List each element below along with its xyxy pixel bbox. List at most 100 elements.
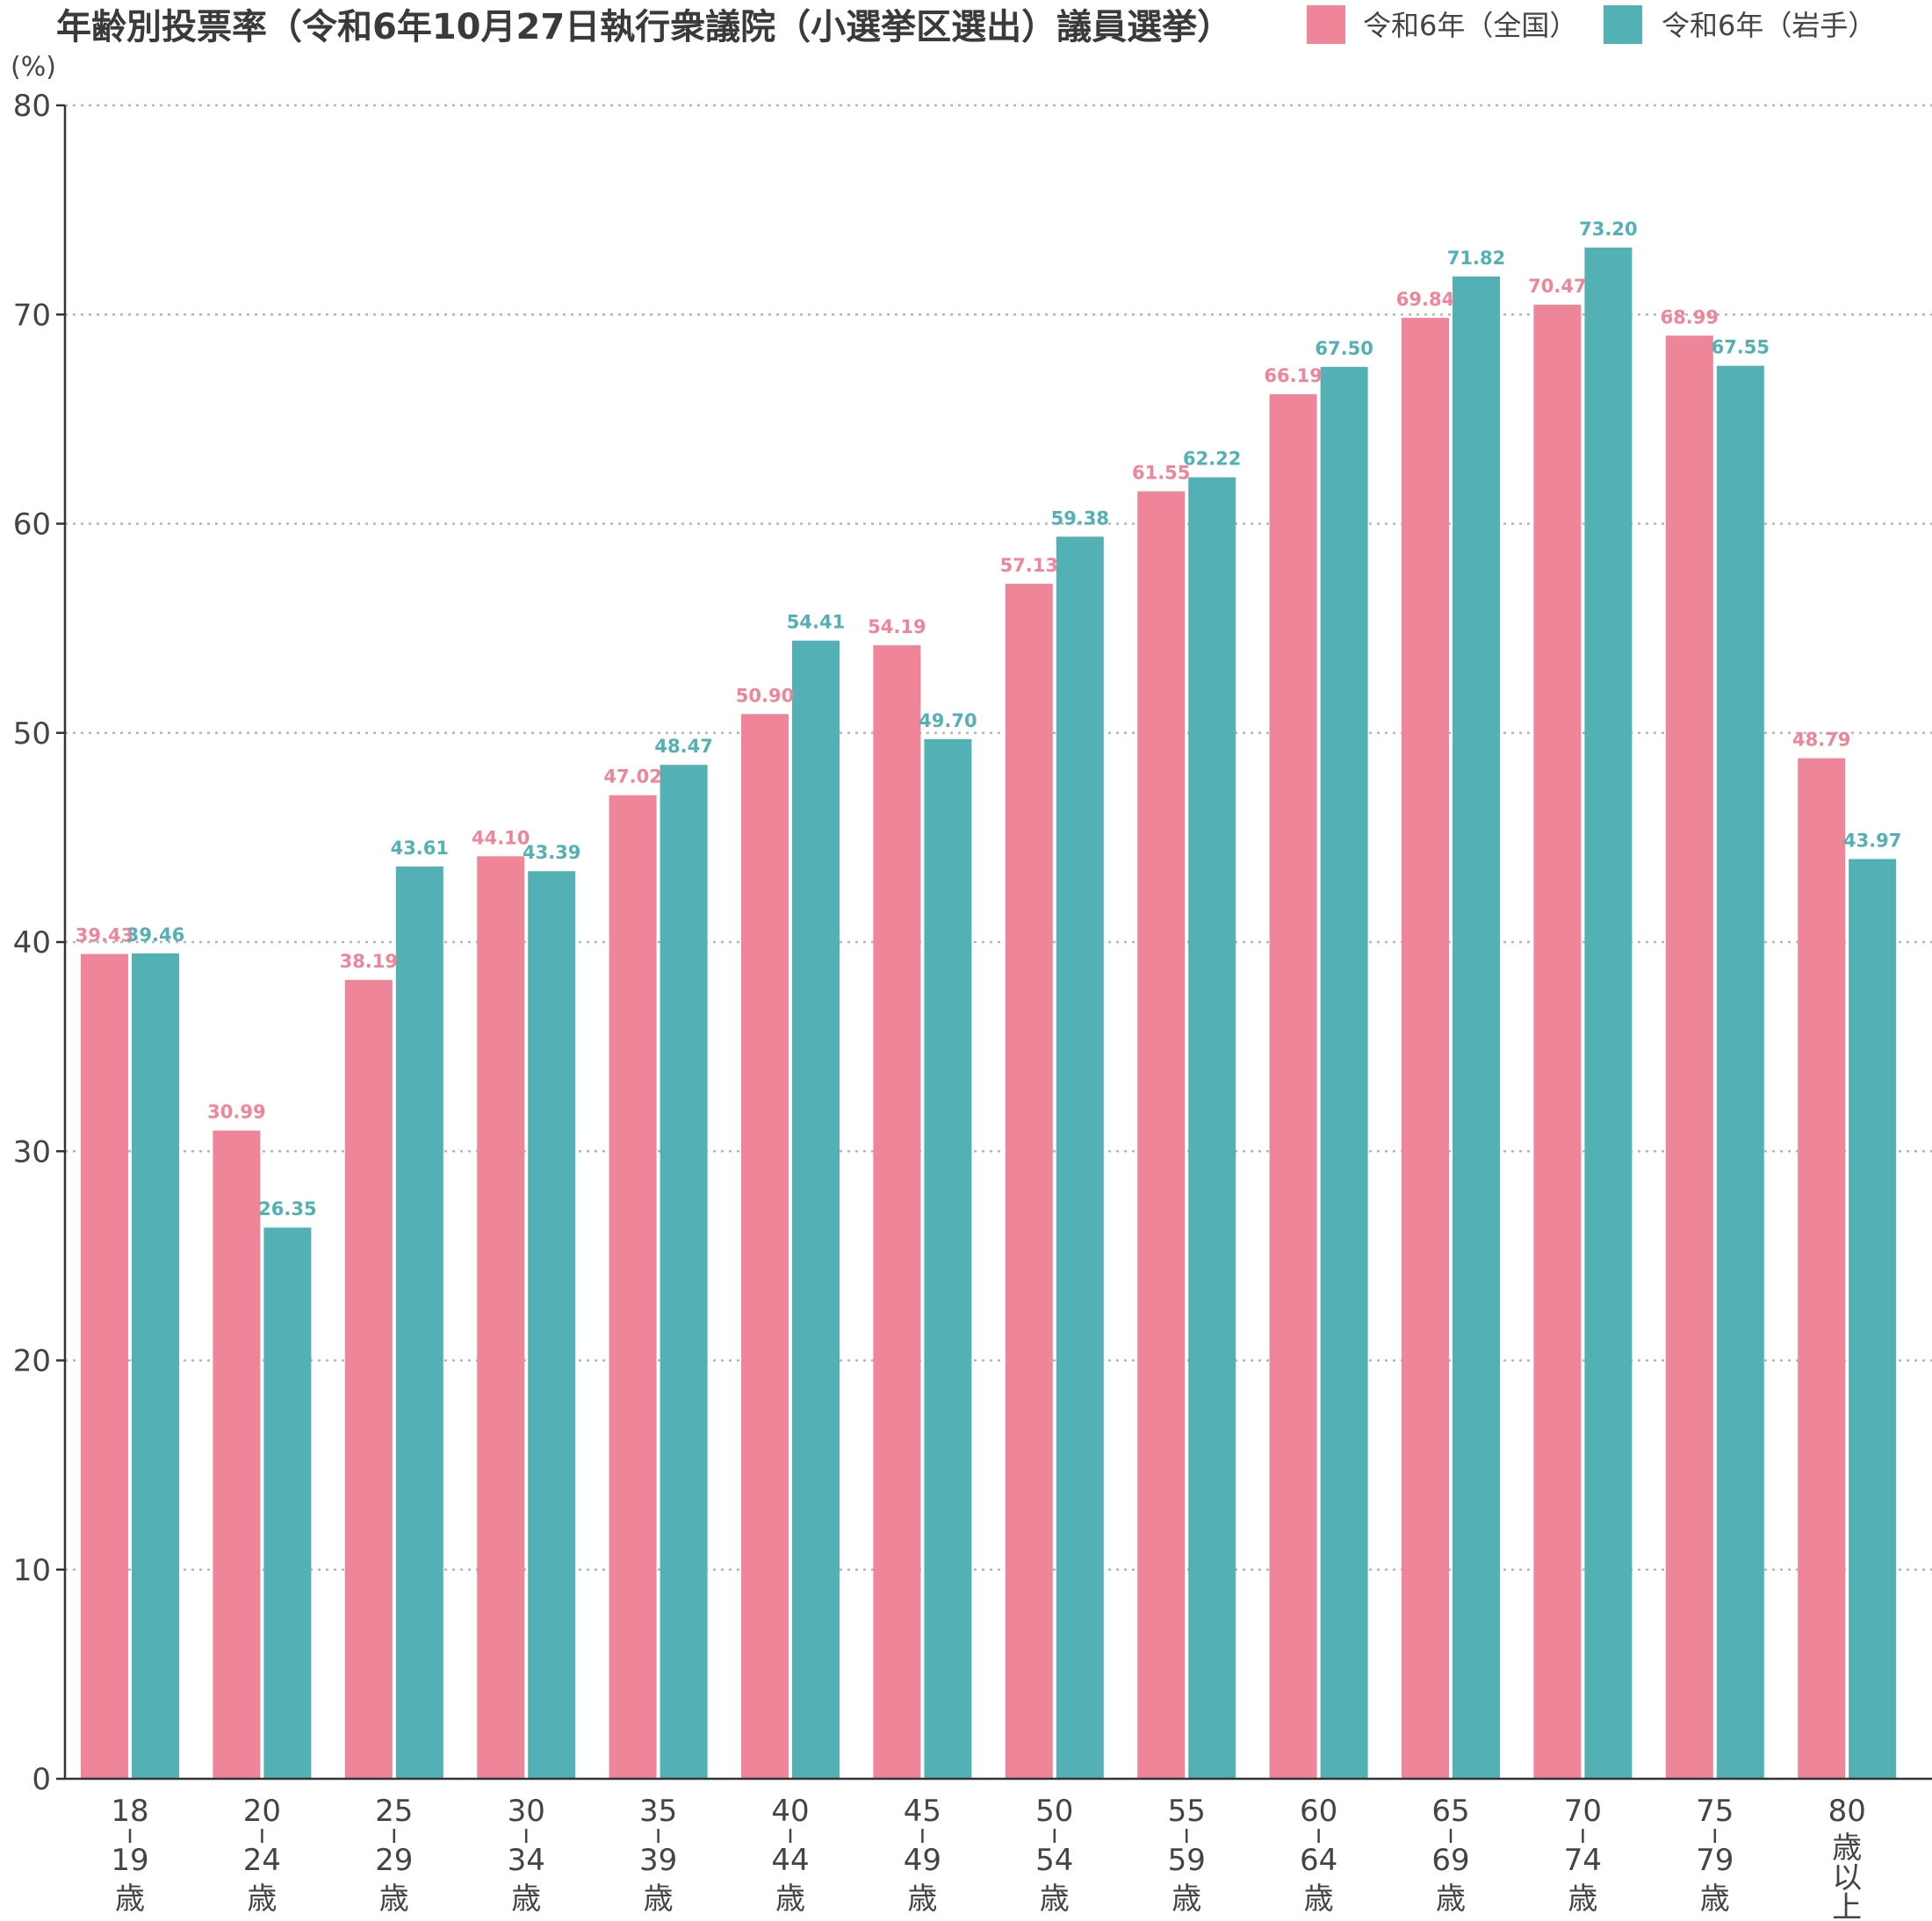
data-label: 68.99 [1661,306,1719,327]
data-label: 47.02 [603,766,661,788]
data-label: 43.97 [1843,830,1901,851]
bar [1188,477,1236,1779]
x-category-label: 35 [639,1794,677,1829]
x-category-label: 55 [1168,1794,1206,1829]
x-category-label: 上 [1832,1890,1862,1921]
bar [263,1227,312,1779]
x-category-label: 79 [1696,1843,1734,1878]
x-category-label: 44 [771,1843,809,1878]
x-category-label: 歳 [1171,1881,1201,1917]
data-label: 48.47 [654,736,712,757]
bar [924,738,972,1780]
x-category-label: 69 [1431,1843,1469,1878]
y-tick-label: 70 [13,298,51,333]
x-category-label: 歳 [644,1881,674,1917]
x-category-labels: 1819歳2024歳2529歳3034歳3539歳4044歳4549歳5054歳… [111,1794,1865,1921]
bar [528,871,576,1779]
x-category-label: 50 [1035,1794,1073,1829]
bar [1320,366,1368,1779]
x-category-label: 19 [111,1843,148,1878]
x-category-label: 65 [1431,1794,1469,1829]
y-tick-label: 0 [32,1762,51,1797]
data-label: 48.79 [1792,730,1850,751]
bar [1453,276,1500,1780]
x-category-label: 歳 [511,1881,541,1917]
bar [1005,583,1053,1780]
x-category-label: 歳 [1700,1881,1730,1917]
data-label: 66.19 [1264,365,1322,386]
x-category-label: 歳 [1304,1881,1334,1917]
y-tick-label: 40 [13,925,51,960]
bar [1849,859,1897,1779]
y-tick-label: 30 [13,1134,51,1169]
bar [1533,305,1582,1779]
data-label: 49.70 [919,710,977,731]
bar [1137,491,1186,1779]
data-label: 59.38 [1051,507,1109,529]
data-label: 69.84 [1396,289,1454,310]
grid-lines [65,104,1932,1571]
data-label: 39.46 [126,925,184,946]
x-category-label: 29 [375,1843,413,1878]
bar [1665,335,1713,1780]
legend-label-national: 令和6年（全国） [1363,9,1577,42]
x-category-label: 20 [243,1794,281,1829]
data-label: 44.10 [472,827,530,848]
data-label: 62.22 [1183,449,1241,470]
data-label: 57.13 [1000,555,1058,576]
x-category-label: 75 [1696,1794,1734,1829]
y-tick-labels: 0 10 20 30 40 50 60 70 80 [13,89,51,1797]
y-axis-unit: (%) [11,52,56,83]
bar [81,953,128,1779]
data-label: 61.55 [1132,463,1190,484]
y-tick-label: 20 [13,1344,51,1379]
bar [741,714,789,1779]
bar [792,640,840,1779]
data-label: 71.82 [1447,248,1505,269]
x-category-label: 39 [639,1843,677,1878]
x-category-label: 歳 [1568,1881,1597,1917]
x-category-label: 64 [1300,1843,1337,1878]
x-category-label: 70 [1564,1794,1602,1829]
axes [56,104,1932,1781]
legend-label-iwate: 令和6年（岩手） [1662,9,1876,42]
legend-swatch-national [1307,5,1345,44]
y-tick-label: 50 [13,716,51,752]
data-label: 39.43 [76,925,133,946]
x-category-label: 25 [375,1794,413,1829]
bar [1056,536,1104,1779]
bar [660,765,708,1779]
legend: 令和6年（全国） 令和6年（岩手） [1307,5,1876,44]
bar [132,953,179,1779]
x-category-label: 54 [1035,1843,1073,1878]
bars [81,248,1897,1780]
bar [609,795,657,1779]
data-label: 67.50 [1315,338,1373,359]
x-category-label: 歳 [1436,1881,1466,1917]
bar [1269,394,1317,1780]
x-category-label: 18 [111,1794,148,1829]
x-category-label: 歳 [247,1881,277,1917]
bar [1798,758,1846,1779]
data-label: 30.99 [207,1102,265,1123]
bar [477,856,525,1779]
bar [1716,365,1764,1780]
x-category-label: 80 [1828,1794,1866,1829]
y-tick-label: 80 [13,89,51,124]
x-category-label: 歳 [115,1881,145,1917]
data-label: 43.61 [391,838,449,859]
data-label: 70.47 [1528,276,1586,297]
bar [1402,318,1449,1779]
x-category-label: 49 [904,1843,941,1878]
x-category-label: 歳 [1040,1881,1070,1917]
x-category-label: 以 [1832,1860,1862,1896]
data-label: 38.19 [340,951,398,972]
x-category-label: 歳 [1832,1831,1862,1866]
bar [1584,248,1633,1779]
y-tick-label: 10 [13,1553,51,1588]
bar [213,1130,261,1779]
x-category-label: 34 [508,1843,545,1878]
x-category-label: 59 [1168,1843,1206,1878]
